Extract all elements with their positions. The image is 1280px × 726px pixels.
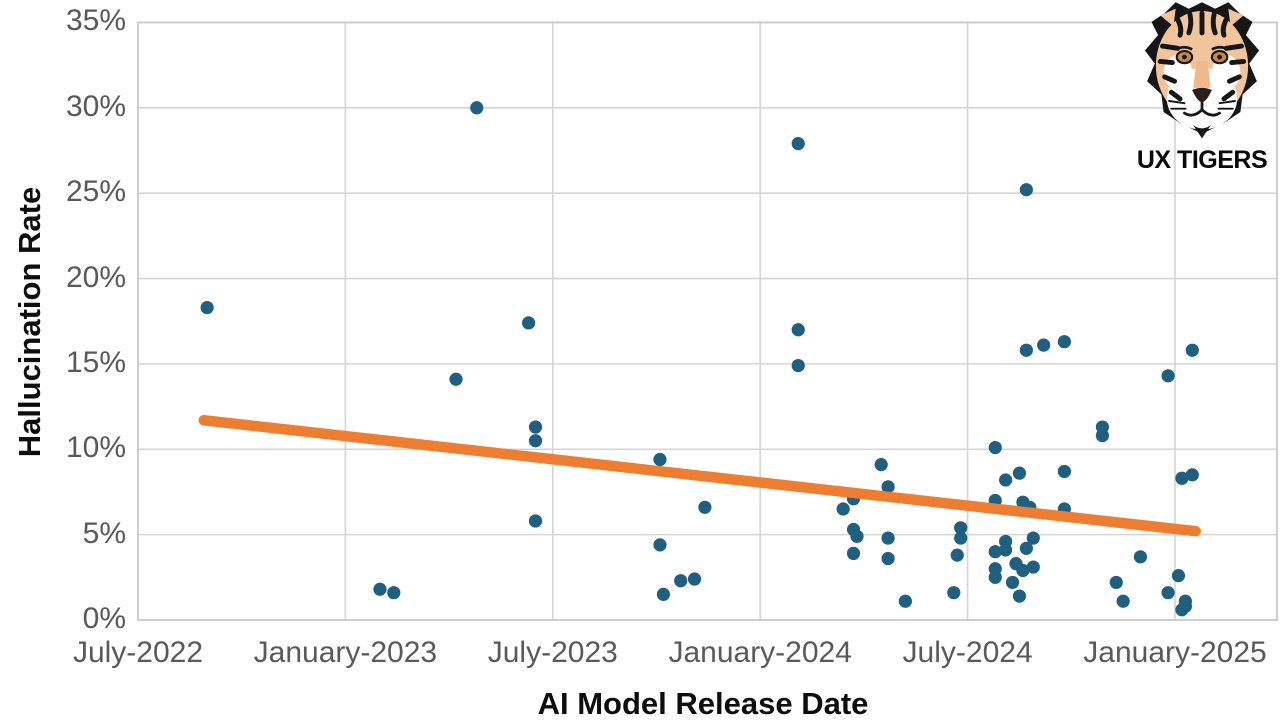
data-point	[1057, 464, 1071, 479]
data-point	[791, 358, 805, 373]
data-point	[874, 458, 888, 472]
data-point	[528, 434, 543, 448]
data-point	[947, 586, 961, 600]
y-tick-label: 30%	[65, 89, 126, 123]
data-point	[1185, 343, 1199, 357]
x-tick-label: January-2024	[668, 636, 852, 669]
data-point	[1133, 550, 1148, 564]
x-tick-label: July-2022	[72, 636, 204, 669]
data-point	[1005, 575, 1020, 590]
x-tick-label: July-2024	[902, 636, 1033, 669]
data-point	[1057, 335, 1071, 349]
data-point	[1095, 428, 1110, 443]
data-point	[698, 500, 712, 514]
data-point	[200, 300, 214, 315]
data-point	[988, 440, 1002, 455]
data-point	[656, 587, 671, 601]
x-tick-label: January-2023	[253, 636, 438, 669]
tiger-face-icon	[1144, 2, 1260, 139]
data-point	[954, 531, 968, 545]
data-point	[522, 316, 536, 330]
y-axis-title: Hallucination Rate	[12, 186, 47, 458]
data-point	[528, 420, 543, 434]
data-point	[1026, 560, 1040, 574]
data-point	[1019, 541, 1033, 555]
data-point	[1026, 531, 1040, 545]
data-point	[999, 473, 1013, 487]
data-point	[881, 551, 895, 566]
trend-line	[198, 414, 1201, 537]
data-point	[954, 521, 968, 535]
data-point	[1175, 603, 1189, 617]
data-point	[674, 574, 688, 588]
data-point	[1116, 594, 1130, 608]
data-point	[1109, 575, 1123, 590]
data-point	[791, 323, 805, 337]
data-point	[1171, 569, 1186, 583]
data-point	[836, 502, 850, 516]
data-point	[528, 514, 543, 528]
y-tick-label: 20%	[65, 260, 126, 294]
data-point	[850, 529, 864, 543]
x-axis-title: AI Model Release Date	[537, 686, 869, 721]
data-point	[1019, 343, 1033, 357]
y-tick-label: 25%	[65, 175, 126, 209]
data-point	[653, 452, 667, 467]
data-point	[898, 594, 912, 608]
data-point	[1012, 589, 1027, 603]
data-point	[653, 538, 667, 552]
data-point	[881, 480, 895, 494]
data-point	[387, 586, 401, 600]
data-point	[373, 582, 387, 596]
data-point	[1019, 183, 1033, 197]
data-point	[1012, 466, 1027, 480]
data-point	[687, 572, 702, 586]
y-tick-label: 15%	[65, 345, 126, 379]
y-tick-label: 35%	[65, 4, 126, 38]
data-point	[791, 137, 805, 151]
data-point	[950, 548, 964, 562]
data-point	[470, 101, 484, 115]
data-point	[846, 546, 861, 561]
y-tick-label: 0%	[82, 602, 126, 635]
data-point	[1037, 338, 1051, 352]
data-point	[449, 372, 463, 386]
y-tick-label: 5%	[82, 516, 126, 550]
y-tick-label: 10%	[65, 431, 126, 465]
data-point	[1185, 468, 1199, 482]
data-point	[988, 570, 1002, 584]
data-point	[999, 543, 1013, 557]
brand-name: UX TIGERS	[1136, 146, 1268, 174]
data-point	[1009, 557, 1023, 571]
data-point	[881, 531, 895, 545]
data-point	[1161, 586, 1175, 600]
data-point	[1161, 369, 1175, 383]
plot-border	[137, 21, 1278, 621]
data-point	[1175, 471, 1189, 485]
ux-tigers-logo: UX TIGERS	[1132, 0, 1272, 175]
data-point	[988, 545, 1002, 559]
x-tick-label: July-2023	[487, 636, 618, 669]
x-tick-label: January-2025	[1083, 636, 1267, 669]
